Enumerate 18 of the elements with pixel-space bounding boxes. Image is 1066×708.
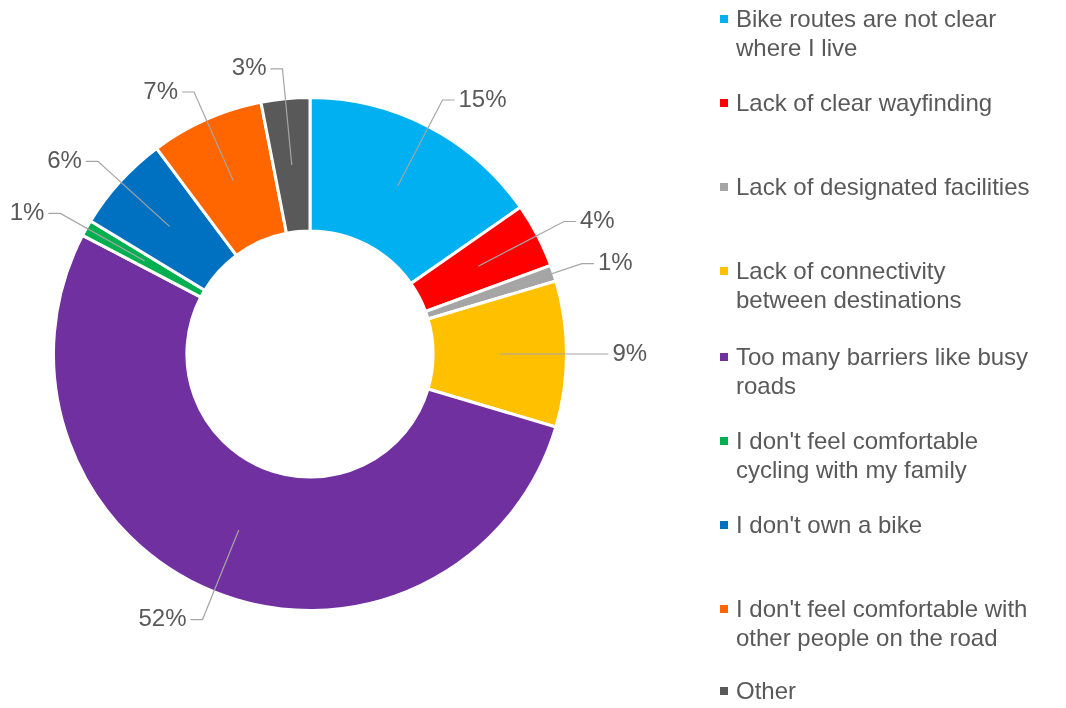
data-label: 1% — [9, 198, 45, 226]
legend-label: Lack of clear wayfinding — [735, 88, 994, 117]
data-label: 9% — [612, 338, 648, 366]
legend-label: Lack of connectivity between destinations — [735, 256, 963, 314]
legend-label: Lack of designated facilities — [735, 172, 1031, 201]
data-label: 1% — [597, 248, 633, 276]
legend-label: I don't feel comfortable cycling with my family — [735, 426, 980, 484]
data-label: 7% — [143, 76, 179, 104]
data-label: 3% — [231, 53, 267, 81]
data-label: 6% — [47, 146, 82, 174]
data-label: 15% — [458, 84, 507, 112]
legend-label: Bike routes are not clear where I live — [735, 4, 998, 62]
legend-label: Too many barriers like busy roads — [735, 342, 1030, 400]
data-label: 52% — [138, 604, 187, 632]
legend-label: Other — [735, 676, 798, 705]
legend-label: I don't own a bike — [735, 510, 924, 539]
data-label: 4% — [580, 206, 615, 234]
legend-label: I don't feel comfortable with other people on the road — [735, 594, 1029, 652]
